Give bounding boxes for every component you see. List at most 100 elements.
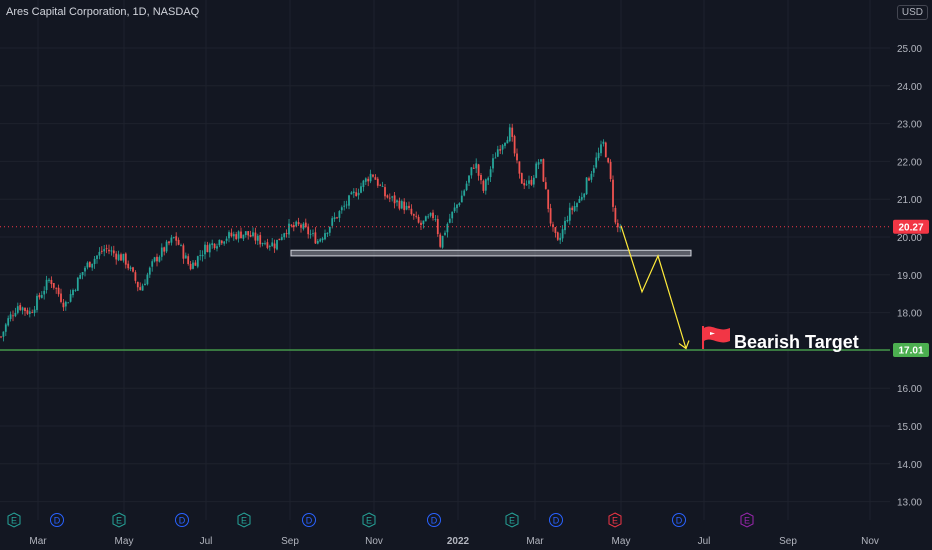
candle-body: [412, 214, 415, 216]
price-tags: 20.27 17.01: [893, 219, 929, 358]
candle-body: [76, 277, 79, 291]
candle-body: [0, 336, 2, 338]
candle-body: [417, 216, 420, 223]
candle-body: [547, 189, 550, 209]
bearish-target-label: Bearish Target: [734, 332, 859, 352]
candle-body: [206, 245, 209, 253]
candle-body: [168, 241, 170, 244]
candle-body: [331, 218, 334, 226]
candle-body: [240, 231, 242, 239]
candle-body: [187, 256, 190, 265]
candle-body: [69, 294, 72, 302]
candle-body: [24, 307, 26, 312]
candle-body: [256, 235, 259, 241]
candle-body: [16, 306, 19, 313]
candle-body: [292, 225, 295, 228]
candle-body: [268, 245, 271, 247]
candle-body: [446, 223, 449, 233]
candle-body: [571, 207, 574, 211]
candle-body: [72, 289, 74, 296]
candle-body: [120, 254, 122, 261]
candle-body: [427, 216, 430, 218]
candle-body: [254, 232, 257, 241]
candle-body: [556, 232, 559, 240]
price-axis[interactable]: 13.0014.0015.0016.0017.0018.0019.0020.00…: [897, 44, 922, 509]
candle-body: [456, 204, 458, 209]
grid-lines: [0, 0, 890, 520]
candle-body: [482, 180, 485, 191]
candle-body: [307, 226, 310, 235]
candle-body: [237, 231, 240, 239]
candle-body: [110, 250, 113, 252]
candle-body: [415, 215, 418, 217]
symbol-title[interactable]: Ares Capital Corporation, 1D, NASDAQ: [6, 6, 200, 18]
candle-body: [153, 257, 156, 262]
candle-body: [38, 295, 41, 298]
candle-body: [324, 233, 326, 240]
candle-body: [122, 253, 125, 261]
candle-body: [566, 219, 569, 222]
candle-body: [520, 173, 523, 184]
candle-body: [568, 207, 571, 221]
candle-body: [451, 211, 454, 219]
candle-body: [504, 142, 506, 146]
candle-body: [19, 305, 22, 310]
candle-body: [424, 216, 427, 222]
candle-body: [189, 263, 192, 270]
candle-body: [146, 274, 149, 285]
candle-body: [244, 231, 247, 236]
candle-body: [348, 195, 350, 206]
candle-body: [616, 223, 619, 228]
y-tick-label: 24.00: [897, 82, 922, 93]
candle-body: [612, 179, 614, 207]
candle-body: [235, 234, 238, 240]
candle-body: [36, 295, 38, 310]
dividend-event-letter: D: [179, 516, 186, 526]
candle-body: [518, 161, 521, 174]
candle-body: [326, 232, 329, 234]
candle-body: [595, 157, 598, 168]
x-tick-label: Sep: [281, 536, 299, 547]
x-tick-label: Nov: [365, 536, 383, 547]
candle-body: [40, 295, 43, 298]
candle-body: [127, 263, 130, 269]
candle-body: [220, 240, 223, 244]
candle-body: [98, 251, 101, 256]
candle-body: [352, 191, 355, 193]
candle-body: [600, 144, 602, 154]
candle-body: [309, 233, 312, 235]
candle-body: [201, 254, 204, 257]
candle-body: [439, 234, 442, 247]
candle-body: [537, 162, 540, 165]
candle-body: [148, 267, 151, 275]
candle-body: [170, 237, 173, 243]
candle-body: [124, 253, 127, 265]
candle-body: [384, 187, 386, 197]
candle-body: [523, 183, 526, 186]
candle-body: [422, 220, 425, 225]
candle-body: [528, 180, 530, 184]
candle-body: [468, 175, 470, 183]
projection-path: [620, 225, 690, 350]
earnings-event-icon: [505, 512, 519, 528]
candle-body: [297, 222, 300, 225]
y-tick-label: 15.00: [897, 422, 922, 433]
currency-badge[interactable]: USD: [896, 5, 928, 20]
candle-body: [554, 227, 557, 233]
time-axis[interactable]: Mar May Jul Sep Nov 2022 Mar May Jul Sep Nov: [29, 536, 879, 547]
candle-body: [129, 267, 132, 269]
candle-body: [508, 127, 511, 142]
candle-body: [312, 233, 314, 234]
candle-body: [535, 163, 538, 178]
candle-body: [374, 177, 377, 180]
earnings-event-letter: E: [509, 516, 515, 526]
candle-body: [544, 182, 547, 189]
candle-body: [14, 312, 17, 317]
candle-body: [84, 267, 86, 272]
candle-body: [283, 233, 286, 238]
candle-body: [266, 242, 269, 248]
dividend-event-icon: [427, 513, 441, 527]
candle-body: [112, 250, 115, 254]
candle-body: [62, 302, 65, 308]
